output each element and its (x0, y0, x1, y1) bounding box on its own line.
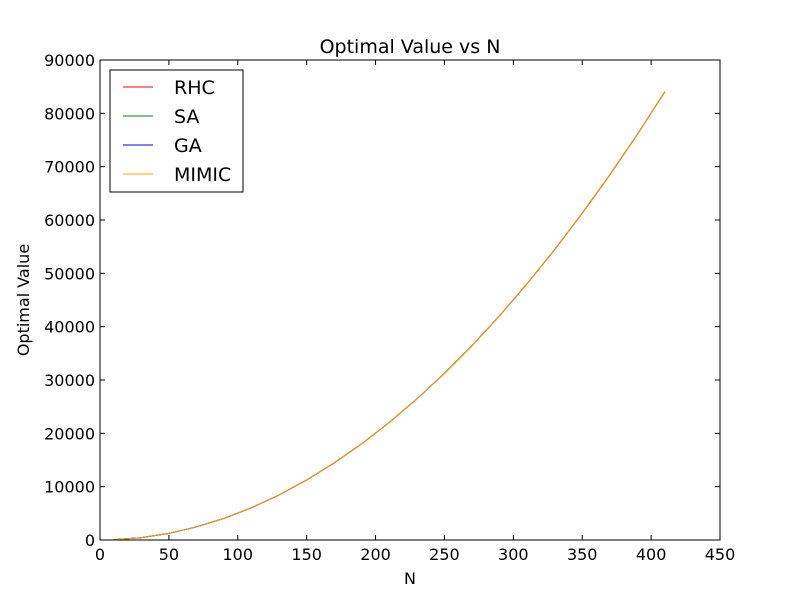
legend-label-sa: SA (174, 106, 199, 128)
y-tick-label: 60000 (44, 211, 95, 230)
x-tick-label: 150 (291, 545, 322, 564)
x-tick-label: 250 (429, 545, 460, 564)
plot-area-frame (99, 59, 721, 541)
y-tick-label: 20000 (44, 424, 95, 443)
legend: RHC SA GA MIMIC (109, 69, 244, 193)
x-tick-label: 350 (567, 545, 598, 564)
y-tick-label: 50000 (44, 264, 95, 283)
y-tick-label: 0 (85, 531, 95, 550)
y-axis-label: Optimal Value (14, 244, 33, 356)
x-tick-label: 200 (360, 545, 391, 564)
x-tick-label: 100 (223, 545, 254, 564)
y-tick-label: 40000 (44, 318, 95, 337)
x-tick-label: 0 (95, 545, 105, 564)
x-tick-label: 300 (498, 545, 529, 564)
y-tick-label: 30000 (44, 371, 95, 390)
y-tick-label: 70000 (44, 158, 95, 177)
legend-frame (109, 69, 244, 193)
axis-ticks: 0 50 100 150 200 250 300 350 400 450 0 10000 20000 30… (44, 51, 735, 564)
series-layer (113, 91, 666, 541)
y-tick-label: 90000 (44, 51, 95, 70)
y-tick-label: 80000 (44, 104, 95, 123)
x-tick-label: 50 (159, 545, 179, 564)
legend-label-rhc: RHC (174, 77, 215, 99)
legend-label-mimic: MIMIC (174, 164, 231, 186)
legend-label-ga: GA (174, 135, 202, 157)
x-tick-label: 400 (636, 545, 667, 564)
x-axis-label: N (404, 569, 416, 588)
chart-title: Optimal Value vs N (320, 36, 501, 58)
series-line-mimic (113, 91, 666, 541)
x-tick-label: 450 (705, 545, 736, 564)
y-tick-label: 10000 (44, 478, 95, 497)
